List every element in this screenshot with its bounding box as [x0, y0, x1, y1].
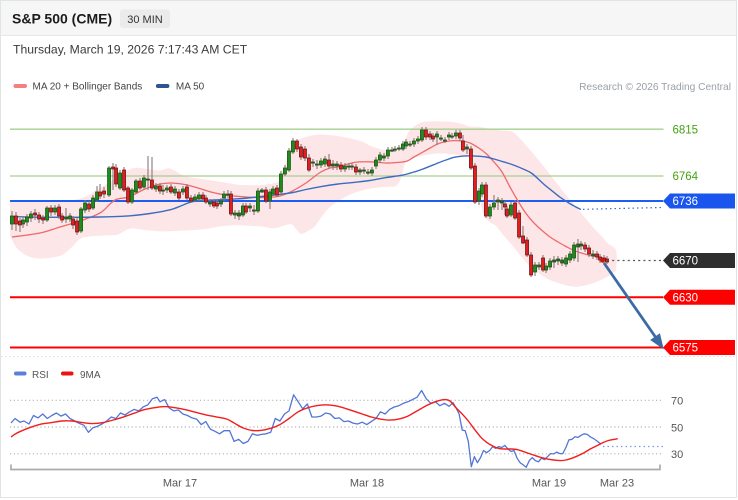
svg-text:9MA: 9MA	[80, 370, 101, 381]
svg-text:6815: 6815	[673, 124, 699, 136]
svg-text:70: 70	[671, 396, 683, 408]
svg-text:Research © 2026 Trading Centra: Research © 2026 Trading Central	[579, 82, 731, 93]
svg-text:6630: 6630	[673, 293, 699, 305]
svg-text:Mar 23: Mar 23	[600, 478, 634, 490]
svg-text:50: 50	[671, 422, 683, 434]
svg-text:6575: 6575	[673, 343, 699, 355]
svg-text:MA 50: MA 50	[176, 82, 205, 93]
svg-text:Thursday, March 19, 2026 7:17:: Thursday, March 19, 2026 7:17:43 AM CET	[13, 43, 248, 57]
svg-text:RSI: RSI	[32, 370, 49, 381]
svg-text:6670: 6670	[673, 256, 699, 268]
svg-text:30 MIN: 30 MIN	[127, 14, 163, 26]
svg-text:Mar 17: Mar 17	[163, 478, 197, 490]
svg-text:6736: 6736	[673, 196, 699, 208]
svg-text:6764: 6764	[673, 171, 699, 183]
svg-text:S&P 500 (CME): S&P 500 (CME)	[12, 11, 112, 27]
svg-text:30: 30	[671, 449, 683, 461]
svg-text:Mar 19: Mar 19	[532, 478, 566, 490]
svg-text:MA 20 + Bollinger Bands: MA 20 + Bollinger Bands	[33, 82, 143, 93]
svg-text:Mar 18: Mar 18	[350, 478, 384, 490]
